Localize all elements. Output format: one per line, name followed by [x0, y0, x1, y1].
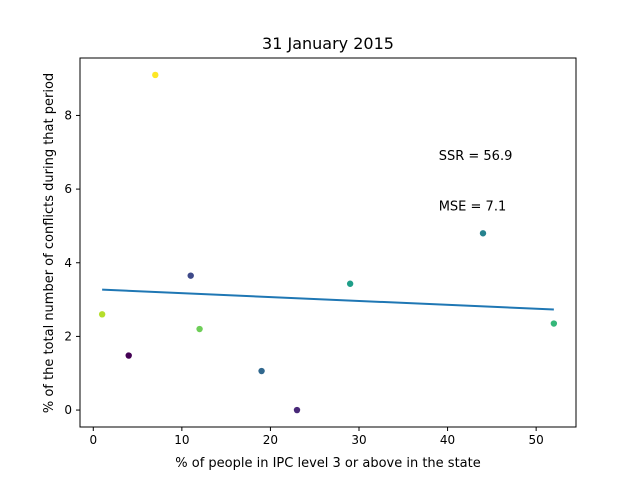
- y-tick-label: 8: [64, 108, 72, 122]
- x-axis-ticks: 0 10 20 30 40 50: [89, 427, 544, 447]
- x-tick-label: 0: [89, 433, 97, 447]
- scatter-point: [293, 406, 301, 414]
- scatter-point: [152, 71, 159, 79]
- y-tick-label: 2: [64, 329, 72, 343]
- data-points: [98, 71, 558, 414]
- scatter-point: [479, 230, 487, 237]
- annotation-text: MSE = 7.1: [439, 199, 507, 214]
- x-tick-label: 40: [440, 433, 455, 447]
- y-axis-ticks: 0 2 4 6 8: [64, 108, 80, 417]
- y-tick-label: 4: [64, 256, 72, 270]
- scatter-point: [98, 311, 106, 318]
- scatter-point: [187, 272, 194, 279]
- axes-frame: [79, 57, 577, 428]
- y-axis-label: % of the total number of conflicts durin…: [42, 73, 57, 413]
- regression-line: [102, 288, 554, 311]
- x-tick-label: 10: [174, 433, 189, 447]
- scatter-point: [196, 325, 203, 333]
- scatter-point: [346, 280, 354, 287]
- y-tick-label: 0: [64, 403, 72, 417]
- y-tick-label: 6: [64, 182, 72, 196]
- x-tick-label: 30: [351, 433, 366, 447]
- x-tick-label: 20: [263, 433, 278, 447]
- x-tick-label: 50: [529, 433, 544, 447]
- annotation-text: SSR = 56.9: [439, 149, 513, 164]
- fit-line-layer: [102, 288, 554, 311]
- scatter-point: [125, 352, 132, 359]
- x-axis-label: % of people in IPC level 3 or above in t…: [175, 456, 480, 471]
- scatter-point: [258, 367, 265, 375]
- annotations: SSR = 56.9 MSE = 7.1: [439, 149, 513, 214]
- scatter-point: [550, 320, 558, 327]
- chart-title: 31 January 2015: [262, 34, 394, 53]
